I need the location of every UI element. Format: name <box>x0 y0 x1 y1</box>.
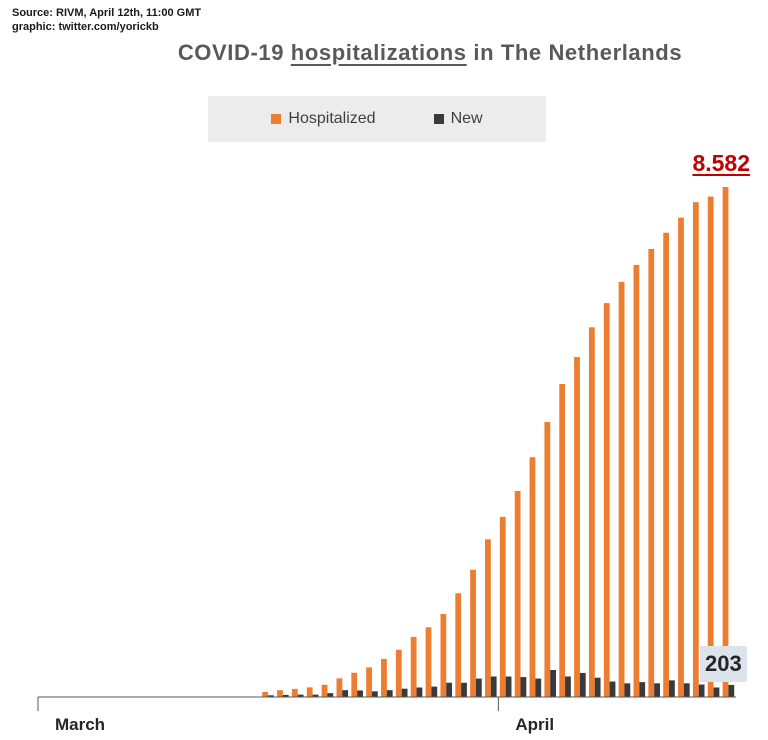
bar-hospitalized <box>291 688 298 697</box>
month-label-march: March <box>55 715 105 734</box>
source-note: Source: RIVM, April 12th, 11:00 GMT grap… <box>12 6 201 34</box>
bar-new <box>372 691 378 697</box>
bar-new <box>609 681 616 697</box>
bar-new <box>282 694 289 697</box>
title-emphasis: hospitalizations <box>290 40 467 65</box>
bar-hospitalized <box>663 232 670 698</box>
bar-new <box>624 683 631 697</box>
bar-new <box>327 693 334 697</box>
bar-hospitalized <box>559 383 566 697</box>
bar-hospitalized <box>588 327 595 697</box>
bar-hospitalized <box>321 684 328 697</box>
legend-item-new: New <box>433 110 483 128</box>
bar-new <box>446 682 453 697</box>
legend: Hospitalized New <box>208 96 546 142</box>
legend-swatch-hospitalized <box>271 114 282 124</box>
legend-label-hospitalized: Hospitalized <box>288 110 376 127</box>
bar-new <box>639 682 646 697</box>
bar-hospitalized <box>366 667 373 697</box>
bar-hospitalized <box>381 658 387 697</box>
bar-hospitalized <box>395 649 402 697</box>
month-label-april: April <box>515 715 554 734</box>
bar-hospitalized <box>277 690 283 697</box>
bar-new <box>669 680 675 697</box>
bar-new <box>416 687 423 697</box>
bar-new <box>312 694 319 697</box>
bar-hospitalized <box>262 691 269 697</box>
bar-hospitalized <box>336 678 343 697</box>
legend-item-hospitalized: Hospitalized <box>271 110 376 128</box>
bar-hospitalized <box>410 636 417 697</box>
bar-new <box>342 690 349 697</box>
chart-title: COVID-19 hospitalizations in The Netherl… <box>0 40 768 66</box>
bar-new <box>520 677 527 697</box>
bar-hospitalized <box>499 516 506 697</box>
bar-hospitalized <box>722 187 729 697</box>
bar-new <box>728 684 735 697</box>
bar-hospitalized <box>485 539 491 697</box>
latest-new-callout: 203 <box>700 646 747 682</box>
graphic-credit: graphic: twitter.com/yorickb <box>12 21 159 33</box>
bar-new <box>594 677 601 697</box>
bar-new <box>713 687 720 697</box>
bar-hospitalized <box>440 613 447 697</box>
bar-hospitalized <box>574 357 580 697</box>
bar-new <box>579 672 586 697</box>
title-prefix: COVID-19 <box>177 40 291 65</box>
bar-new <box>490 676 497 697</box>
bar-hospitalized <box>678 217 684 697</box>
bar-new <box>683 683 690 697</box>
source-text: Source: RIVM, April 12th, 11:00 GMT <box>12 7 202 19</box>
bar-hospitalized <box>529 457 536 697</box>
bar-new <box>535 678 542 697</box>
total-hospitalized-callout: 8.582 <box>692 150 750 176</box>
bar-new <box>461 682 467 697</box>
bar-new <box>268 695 274 697</box>
bar-hospitalized <box>544 421 551 697</box>
bar-hospitalized <box>455 593 462 697</box>
legend-label-new: New <box>450 110 483 127</box>
bar-new <box>475 678 482 697</box>
bar-hospitalized <box>351 672 358 697</box>
bar-hospitalized <box>618 281 625 697</box>
bar-new <box>401 688 408 697</box>
bar-new <box>297 694 304 697</box>
bar-hospitalized <box>633 264 640 697</box>
bar-hospitalized <box>514 490 521 697</box>
bar-hospitalized <box>306 687 313 697</box>
bar-new <box>698 684 705 697</box>
bar-hospitalized <box>692 202 699 697</box>
bar-new <box>386 690 393 697</box>
bar-new <box>550 669 557 697</box>
bar-new <box>565 676 571 697</box>
bar-hospitalized <box>425 627 432 697</box>
bar-hospitalized <box>603 303 610 697</box>
legend-swatch-new <box>433 114 444 124</box>
bar-hospitalized <box>707 196 714 697</box>
bar-hospitalized <box>470 569 476 697</box>
bar-new <box>505 676 512 697</box>
title-suffix: in The Netherlands <box>466 40 683 65</box>
bar-new <box>431 686 438 697</box>
bar-new <box>357 690 363 697</box>
bar-hospitalized <box>648 248 655 697</box>
bar-new <box>654 683 660 697</box>
